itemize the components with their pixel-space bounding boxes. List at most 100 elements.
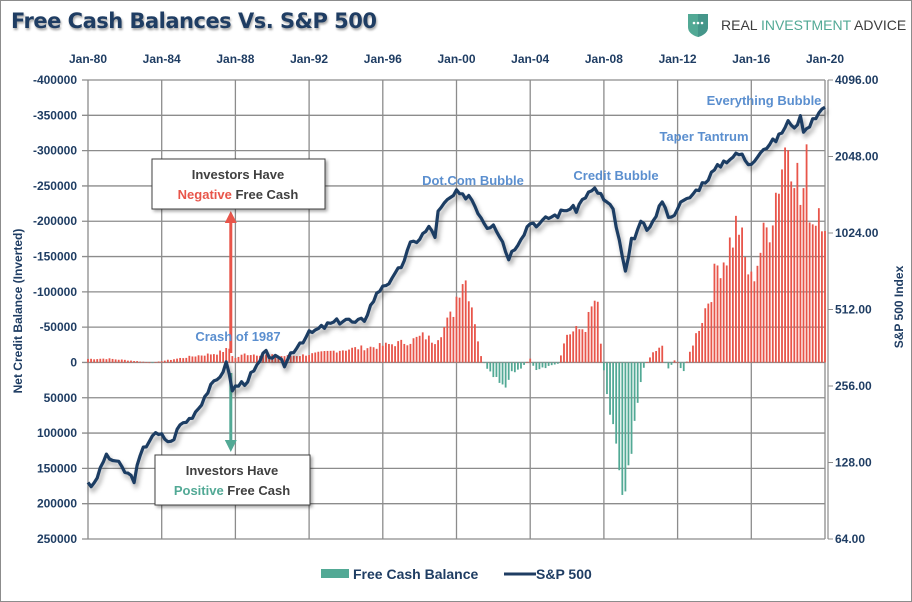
right-tick-label: 128.00 — [835, 456, 872, 470]
free-cash-bar — [821, 231, 823, 363]
left-tick-label: -300000 — [33, 144, 77, 158]
free-cash-bar — [455, 296, 458, 363]
annotations: Dot.Com Bubble Credit Bubble Taper Tantrum… — [195, 93, 821, 344]
free-cash-bar — [406, 345, 409, 363]
free-cash-bar — [624, 362, 627, 492]
free-cash-bar — [302, 354, 304, 363]
free-cash-bar — [200, 355, 203, 363]
free-cash-bar — [397, 341, 400, 363]
free-cash-bar — [345, 350, 347, 363]
free-cash-bar — [529, 358, 532, 363]
free-cash-bar — [636, 362, 639, 403]
free-cash-bar — [418, 335, 421, 363]
free-cash-bar — [206, 353, 209, 363]
free-cash-bar — [609, 362, 611, 415]
free-cash-bar — [213, 354, 215, 363]
free-cash-bar — [105, 359, 108, 363]
free-cash-bar — [692, 345, 694, 363]
free-cash-bar — [753, 281, 756, 363]
free-cash-bar — [326, 350, 329, 363]
free-cash-bar — [563, 343, 565, 363]
free-cash-bar — [443, 327, 446, 363]
free-cash-bar — [731, 247, 734, 363]
free-cash-bar — [197, 355, 200, 363]
free-cash-bar — [348, 349, 350, 363]
free-cash-bar — [781, 169, 783, 363]
callout-negative-word: Negative — [178, 187, 232, 202]
free-cash-bar — [240, 354, 243, 363]
free-cash-bar — [114, 359, 117, 363]
free-cash-bar — [658, 347, 661, 363]
free-cash-bar — [784, 147, 786, 363]
free-cash-bar — [495, 362, 498, 377]
gridlines — [82, 79, 833, 540]
free-cash-bar — [596, 301, 599, 363]
free-cash-bar — [305, 355, 307, 363]
free-cash-bar — [735, 215, 737, 363]
negative-arrow-head — [224, 211, 237, 223]
right-axis-title: S&P 500 Index — [892, 265, 906, 348]
callout-positive-rest: Free Cash — [224, 483, 291, 498]
free-cash-bar — [477, 341, 479, 363]
free-cash-bar — [685, 361, 688, 363]
free-cash-bar — [688, 351, 691, 363]
free-cash-bar — [587, 311, 590, 363]
free-cash-bar — [262, 354, 264, 363]
free-cash-bar — [796, 162, 799, 363]
free-cash-bar — [655, 351, 658, 363]
free-cash-bar — [710, 302, 713, 363]
free-cash-bar — [133, 361, 135, 363]
free-cash-bar — [173, 359, 175, 363]
free-cash-bar — [203, 355, 206, 363]
free-cash-bar — [790, 181, 793, 363]
free-cash-bar — [805, 144, 808, 363]
brand-logo: REAL INVESTMENT ADVICE — [685, 12, 906, 38]
free-cash-bar — [486, 362, 489, 369]
right-tick-label: 512.00 — [835, 303, 872, 317]
free-cash-bar — [722, 262, 725, 363]
free-cash-bar — [750, 271, 753, 363]
free-cash-bar — [421, 332, 424, 363]
free-cash-bar — [102, 358, 105, 363]
free-cash-bar — [673, 360, 676, 363]
free-cash-bar — [209, 354, 212, 363]
x-tick-label: Jan-80 — [69, 52, 107, 66]
free-cash-bar — [237, 356, 240, 363]
free-cash-bar — [354, 347, 357, 363]
free-cash-bar — [93, 359, 96, 363]
free-cash-bar — [329, 350, 332, 363]
left-tick-label: -400000 — [33, 73, 77, 87]
right-tick-label: 4096.00 — [835, 73, 879, 87]
free-cash-bar — [363, 350, 366, 363]
sp500-line — [86, 105, 826, 489]
x-tick-label: Jan-12 — [659, 52, 697, 66]
free-cash-bar — [719, 278, 722, 363]
free-cash-bar — [255, 355, 258, 363]
free-cash-bar — [409, 343, 412, 363]
free-cash-bar — [431, 342, 433, 363]
free-cash-bar — [467, 301, 470, 363]
free-cash-bar — [151, 362, 154, 364]
free-cash-bar — [814, 225, 817, 363]
annotation-label: Crash of 1987 — [195, 329, 280, 344]
free-cash-bar — [618, 362, 621, 471]
x-tick-label: Jan-16 — [732, 52, 770, 66]
free-cash-bar — [139, 361, 142, 363]
free-cash-bar — [123, 359, 126, 363]
free-cash-bar — [332, 350, 335, 363]
callout-negative-line2: Negative Free Cash — [178, 187, 299, 202]
free-cash-bar — [498, 362, 501, 383]
right-tick-label: 256.00 — [835, 379, 872, 393]
free-cash-bar — [357, 349, 360, 363]
free-cash-bar — [639, 362, 642, 383]
free-cash-bar — [768, 242, 771, 363]
free-cash-bar — [458, 297, 461, 363]
x-tick-label: Jan-84 — [143, 52, 181, 66]
free-cash-bar — [695, 333, 697, 363]
left-tick-label: 250000 — [37, 532, 77, 546]
free-cash-bar — [811, 224, 814, 363]
free-cash-bar — [308, 355, 310, 363]
free-cash-bar — [778, 193, 780, 363]
free-cash-bar — [553, 362, 556, 365]
left-tick-label: -250000 — [33, 179, 77, 193]
